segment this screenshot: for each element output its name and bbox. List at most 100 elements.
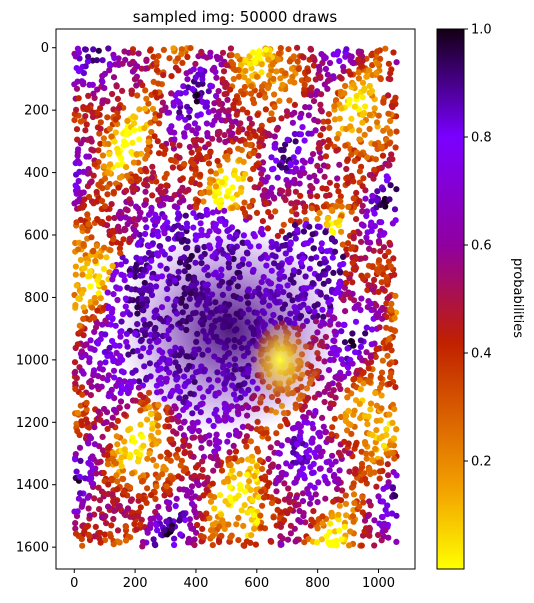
scatter-point [84, 260, 91, 267]
scatter-point [74, 409, 81, 417]
scatter-point [246, 203, 253, 210]
scatter-point [87, 337, 94, 344]
scatter-point [338, 536, 345, 543]
scatter-point [102, 331, 109, 338]
scatter-point [157, 453, 164, 460]
scatter-point [270, 116, 277, 123]
scatter-point [183, 220, 190, 227]
scatter-point [84, 494, 91, 501]
scatter-point [85, 92, 92, 99]
scatter-point [287, 522, 294, 529]
scatter-point [192, 464, 200, 471]
scatter-point [173, 495, 180, 502]
scatter-point [126, 454, 133, 461]
scatter-point [388, 66, 395, 73]
scatter-point [75, 49, 82, 56]
scatter-point [230, 474, 237, 481]
scatter-point [318, 91, 325, 98]
scatter-point [110, 541, 117, 548]
scatter-point [334, 135, 341, 142]
scatter-point [189, 86, 196, 93]
scatter-point [216, 204, 223, 211]
scatter-point [331, 238, 338, 245]
y-tick-label: 800 [24, 291, 49, 306]
scatter-point [386, 239, 393, 246]
scatter-point [121, 446, 128, 453]
scatter-point [318, 51, 325, 58]
scatter-point [247, 176, 254, 183]
scatter-point [156, 120, 163, 127]
scatter-point [171, 203, 178, 210]
scatter-point [230, 101, 237, 108]
scatter-point [259, 218, 266, 225]
scatter-point [226, 449, 233, 456]
scatter-point [265, 209, 272, 216]
scatter-point [362, 254, 369, 261]
scatter-point [335, 516, 342, 523]
scatter-point [337, 452, 344, 459]
scatter-point [249, 49, 257, 56]
scatter-point [188, 483, 196, 490]
scatter-point [209, 480, 216, 487]
scatter-point [84, 211, 91, 218]
scatter-point [155, 53, 162, 60]
scatter-point [76, 473, 83, 480]
scatter-point [324, 221, 331, 228]
scatter-point [209, 521, 216, 528]
scatter-point [325, 265, 332, 272]
scatter-point [344, 174, 351, 181]
scatter-point [229, 184, 236, 191]
scatter-point [186, 108, 193, 115]
scatter-point [100, 135, 107, 142]
scatter-point [104, 289, 111, 296]
scatter-point [312, 409, 319, 416]
scatter-point [176, 109, 183, 116]
scatter-point [368, 341, 375, 348]
scatter-point [272, 480, 279, 487]
scatter-point [284, 181, 291, 188]
scatter-point [84, 58, 91, 65]
scatter-point [188, 500, 196, 507]
scatter-point [310, 245, 317, 252]
scatter-point [96, 130, 103, 137]
scatter-point [326, 59, 334, 67]
scatter-point [149, 425, 156, 432]
scatter-point [105, 503, 112, 510]
scatter-point [379, 357, 386, 364]
scatter-point [101, 175, 109, 182]
scatter-point [137, 407, 144, 414]
scatter-point [132, 397, 139, 404]
scatter-point [275, 450, 282, 457]
scatter-point [258, 524, 265, 531]
scatter-point [155, 412, 162, 419]
scatter-point [87, 461, 94, 468]
scatter-point [310, 98, 318, 105]
scatter-point [353, 303, 360, 310]
scatter-point [191, 434, 198, 441]
scatter-point [316, 209, 323, 217]
scatter-point [287, 161, 294, 169]
scatter-point [87, 283, 94, 290]
scatter-point [322, 428, 329, 436]
scatter-point [185, 539, 192, 546]
scatter-point [319, 414, 326, 421]
scatter-point [110, 406, 118, 413]
scatter-point [130, 113, 137, 120]
scatter-point [359, 119, 366, 126]
scatter-point [156, 515, 163, 522]
scatter-point [186, 516, 193, 523]
scatter-point [111, 138, 118, 145]
scatter-point [315, 444, 323, 451]
y-tick-label: 1000 [16, 353, 49, 368]
scatter-point [301, 539, 308, 546]
scatter-point [193, 98, 200, 105]
scatter-point [232, 66, 239, 74]
scatter-point [310, 460, 317, 467]
scatter-point [109, 491, 116, 498]
scatter-point [366, 245, 373, 252]
scatter-point [307, 192, 314, 200]
scatter-point [355, 56, 362, 63]
scatter-point [262, 178, 269, 185]
x-tick-label: 600 [244, 576, 269, 591]
scatter-point [96, 506, 103, 513]
